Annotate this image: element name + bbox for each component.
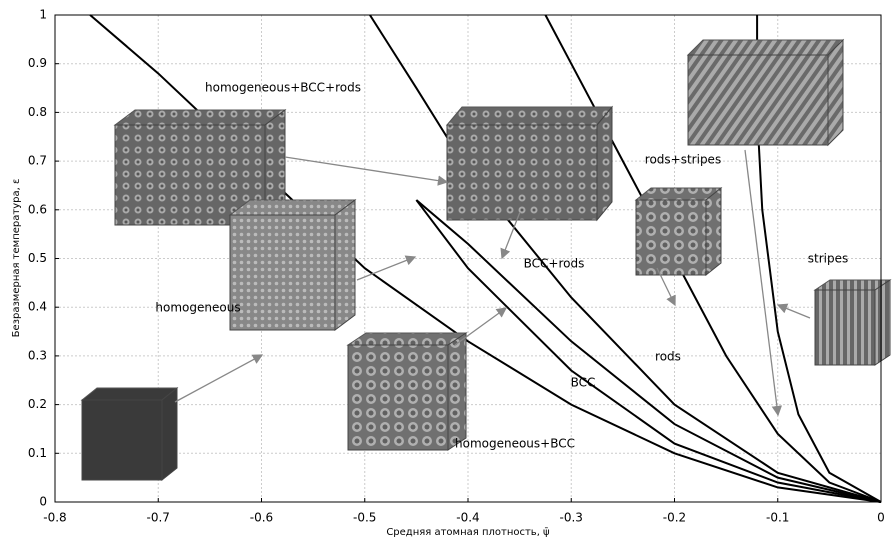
phase-label: rods <box>655 350 681 364</box>
y-tick-label: 0.2 <box>28 397 47 411</box>
y-tick-label: 0.1 <box>28 446 47 460</box>
x-tick-label: -0.7 <box>147 511 170 525</box>
x-tick-label: -0.1 <box>766 511 789 525</box>
cube-front <box>230 215 335 330</box>
cube-front <box>815 290 875 365</box>
arrow <box>778 305 810 318</box>
y-tick-label: 0 <box>39 495 47 509</box>
cube-front <box>636 200 706 275</box>
phase-label: homogeneous+BCC+rods <box>205 81 361 95</box>
cube-front <box>348 345 448 450</box>
y-axis-label: Безразмерная температура, ε <box>11 179 22 338</box>
phase-label: homogeneous <box>155 301 240 315</box>
y-tick-label: 0.6 <box>28 202 47 216</box>
y-tick-label: 0.3 <box>28 348 47 362</box>
x-tick-label: -0.4 <box>456 511 479 525</box>
phase-label: rods+stripes <box>645 153 721 167</box>
y-tick-label: 0.5 <box>28 251 47 265</box>
x-axis-label: Средняя атомная плотность, ψ̄ <box>386 527 550 538</box>
cube-side <box>706 188 721 275</box>
y-tick-label: 0.8 <box>28 105 47 119</box>
cube-side <box>875 280 890 365</box>
phase-label: stripes <box>808 252 848 266</box>
cube-top <box>447 107 612 125</box>
cube-side <box>335 200 355 330</box>
cube-side <box>162 388 177 480</box>
cube-top <box>230 200 355 215</box>
y-tick-label: 0.7 <box>28 154 47 168</box>
x-tick-label: -0.3 <box>560 511 583 525</box>
phase-label: BCC+rods <box>524 257 585 271</box>
cube-top <box>688 40 843 55</box>
x-tick-label: -0.6 <box>250 511 273 525</box>
y-tick-label: 1 <box>39 8 47 22</box>
cube-side <box>448 333 466 450</box>
x-tick-label: 0 <box>877 511 885 525</box>
cube-side <box>828 40 843 145</box>
arrow <box>455 308 506 345</box>
cube-front <box>82 400 162 480</box>
phase-label: BCC <box>571 376 596 390</box>
cube-top <box>82 388 177 400</box>
cube-front <box>447 125 597 220</box>
arrow <box>175 355 262 402</box>
x-tick-label: -0.2 <box>663 511 686 525</box>
cube-top <box>348 333 466 345</box>
y-tick-label: 0.9 <box>28 56 47 70</box>
y-tick-label: 0.4 <box>28 300 47 314</box>
cube-side <box>597 107 612 220</box>
x-tick-label: -0.5 <box>353 511 376 525</box>
phase-label: homogeneous+BCC <box>455 437 575 451</box>
chart: Средняя атомная плотность, ψ̄ Безразмерн… <box>0 0 892 542</box>
cube-top <box>115 110 285 125</box>
x-tick-label: -0.8 <box>43 511 66 525</box>
cube-front <box>688 55 828 145</box>
arrow <box>285 157 447 182</box>
